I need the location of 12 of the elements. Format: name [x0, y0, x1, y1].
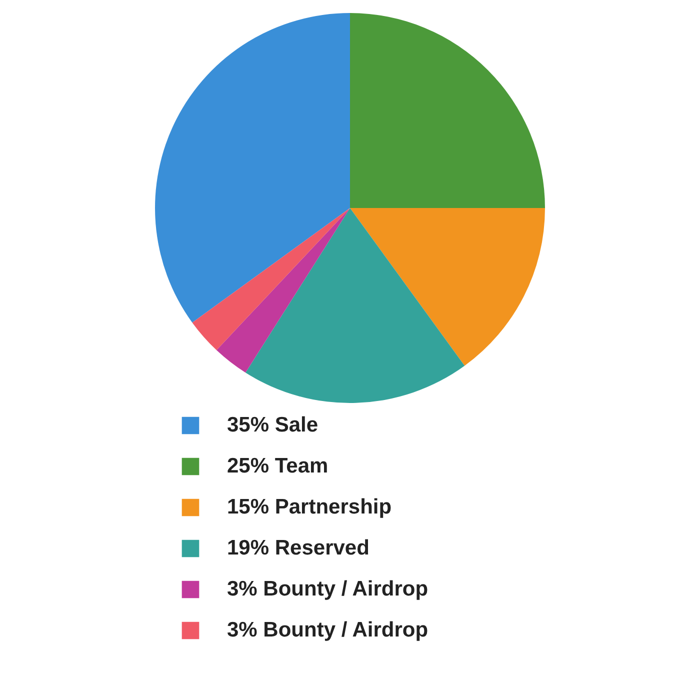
legend-label: 3% Bounty / Airdrop — [227, 618, 428, 642]
pie-slice — [350, 208, 545, 366]
pie-slice — [216, 208, 350, 373]
legend-label: 19% Reserved — [227, 536, 370, 560]
legend-label: 25% Team — [227, 454, 328, 478]
pie-slice — [155, 13, 350, 323]
legend-label: 3% Bounty / Airdrop — [227, 578, 428, 600]
legend-label: 35% Sale — [227, 414, 318, 436]
pie-slice — [192, 208, 350, 350]
pie-slice — [246, 208, 465, 403]
legend-label: 15% Partnership — [227, 496, 392, 518]
pie-slice — [350, 13, 545, 208]
